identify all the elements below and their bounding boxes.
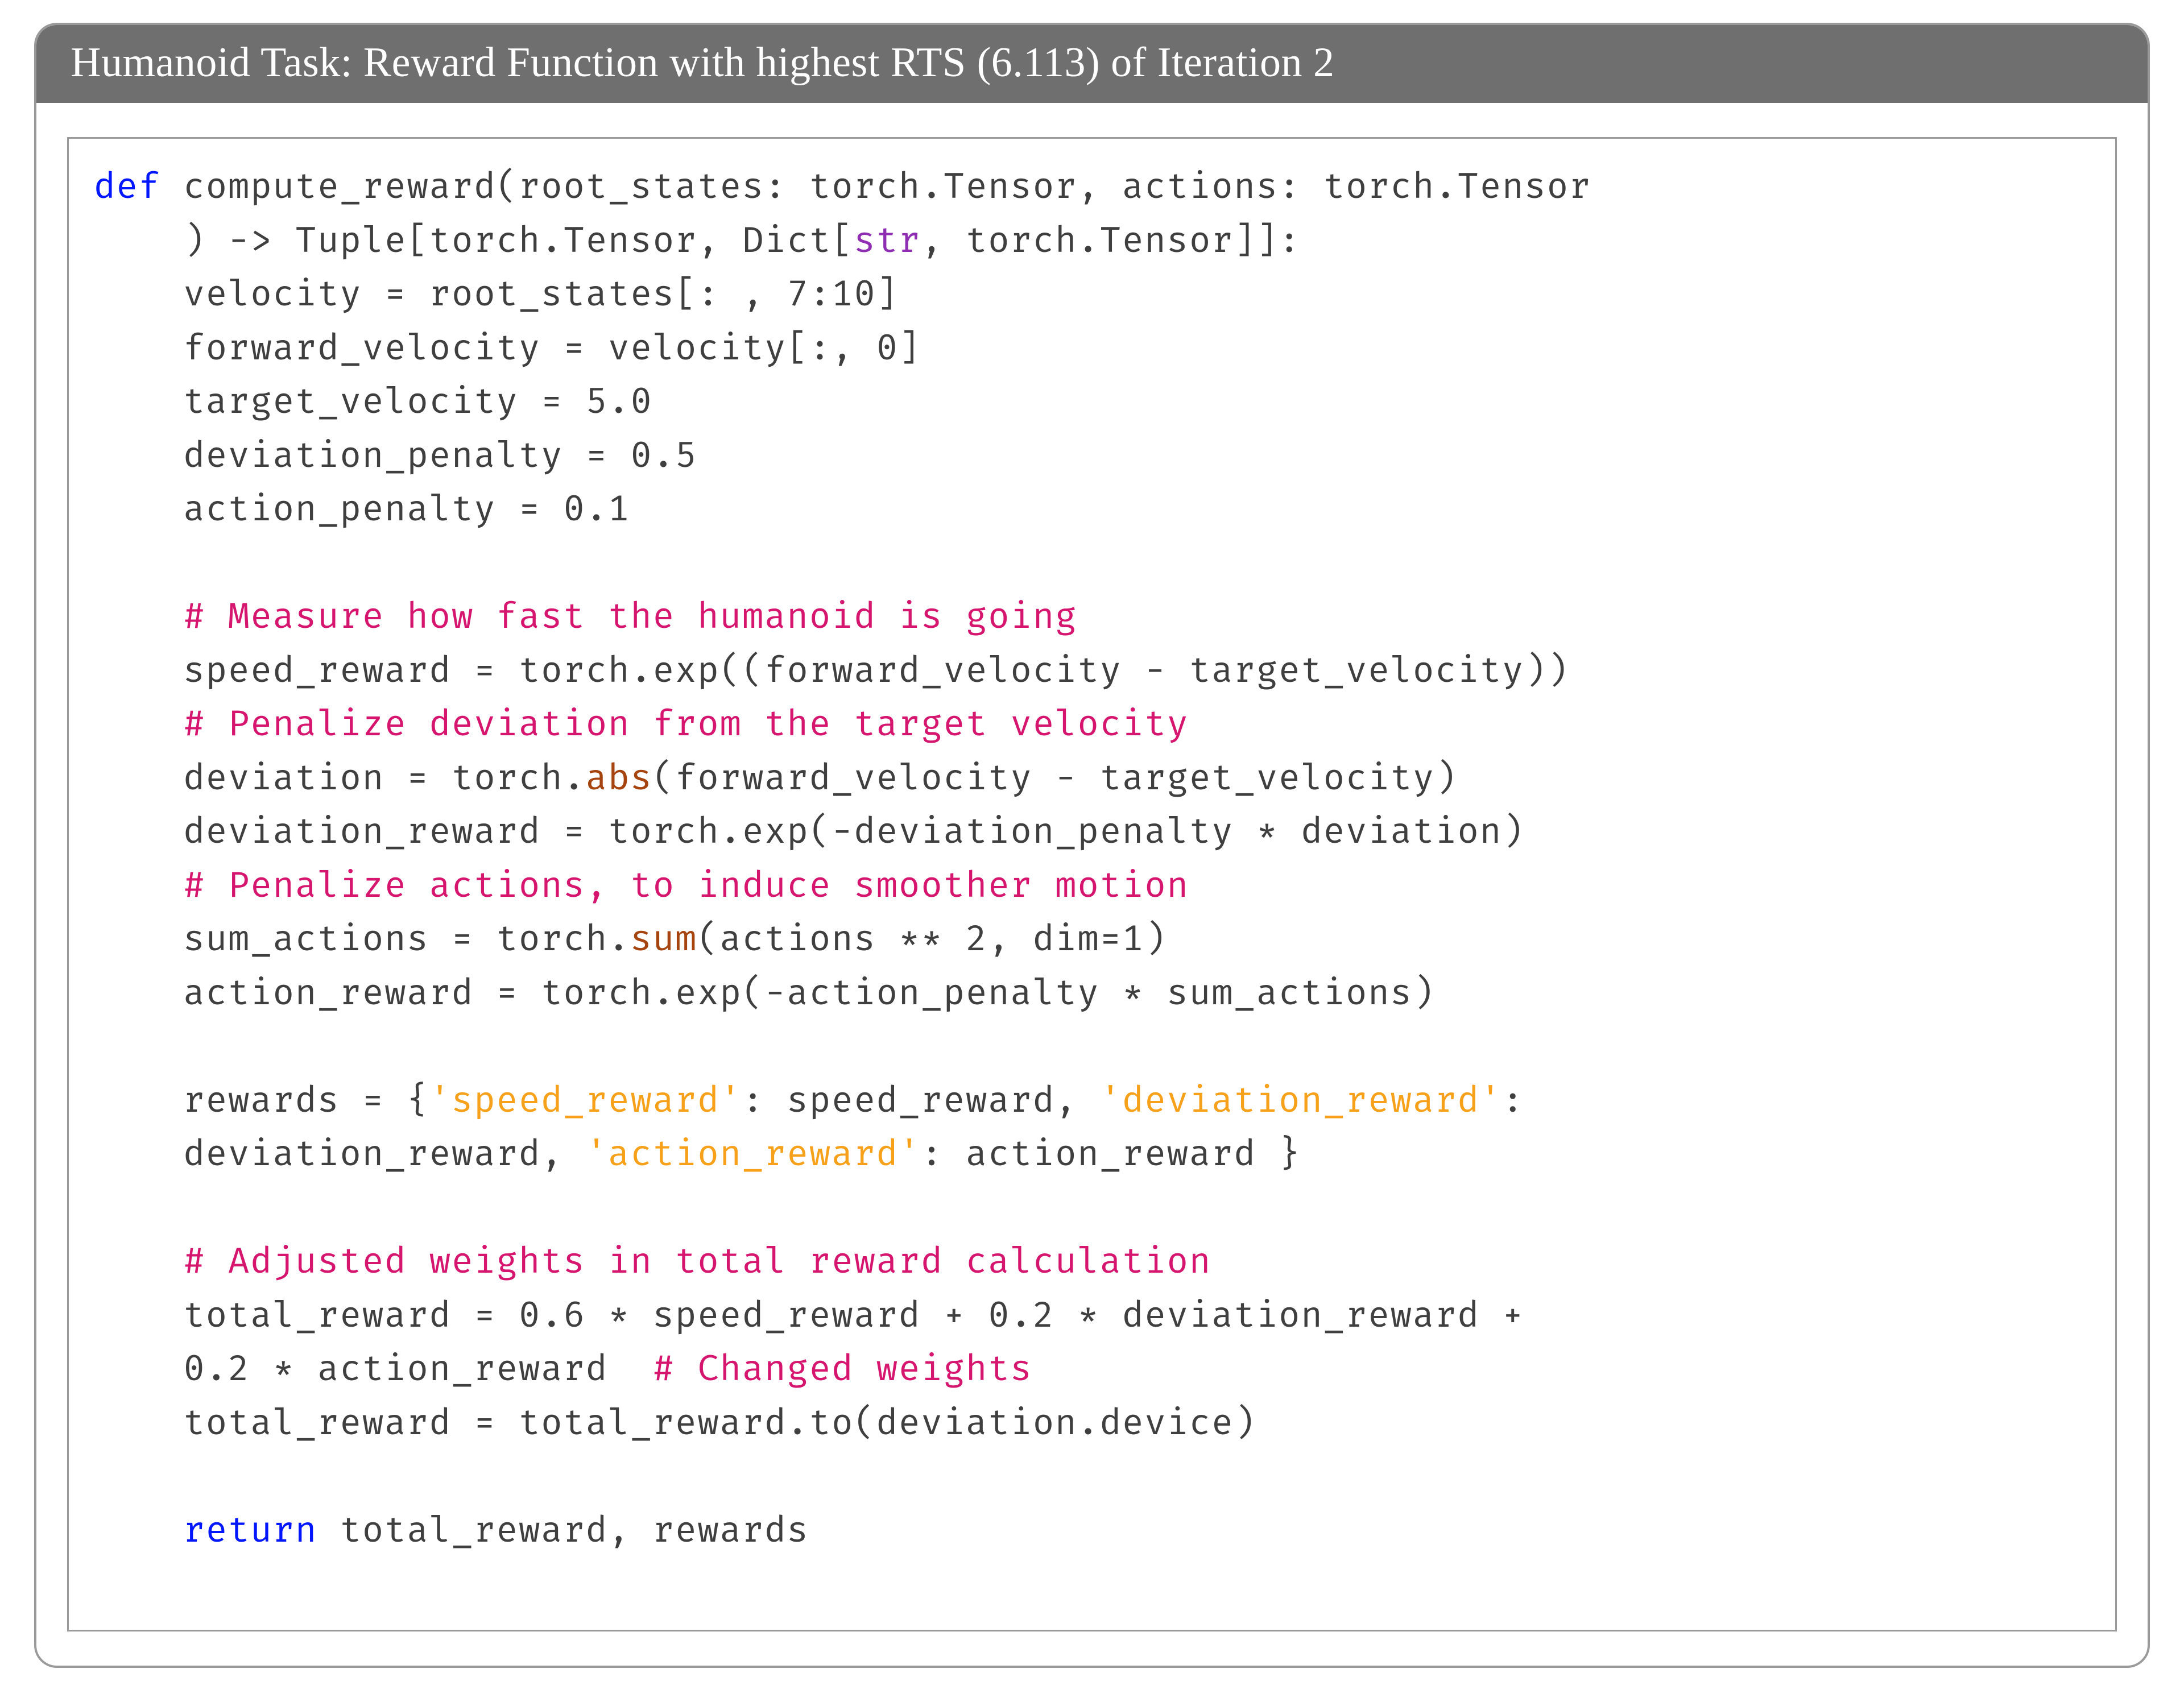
code-line: 0.2 * action_reward # Changed weights xyxy=(94,1341,2090,1395)
code-token: # Adjusted weights in total reward calcu… xyxy=(183,1239,1211,1282)
code-line: ) -> Tuple[torch.Tensor, Dict[str, torch… xyxy=(94,213,2090,267)
code-token: sum xyxy=(630,917,697,960)
code-token: total_reward = total_reward.to(deviation… xyxy=(94,1401,1256,1444)
code-line: total_reward = 0.6 * speed_reward + 0.2 … xyxy=(94,1288,2090,1342)
code-token: : speed_reward, xyxy=(742,1078,1100,1121)
code-line: # Measure how fast the humanoid is going xyxy=(94,589,2090,643)
code-token: compute_reward(root_states: torch.Tensor… xyxy=(161,164,1591,208)
code-line xyxy=(94,536,2090,590)
code-line: # Penalize deviation from the target vel… xyxy=(94,697,2090,751)
code-token: velocity = root_states[: , 7:10] xyxy=(94,272,899,315)
code-token xyxy=(94,1508,183,1551)
code-line: # Penalize actions, to induce smoother m… xyxy=(94,858,2090,912)
code-token: # Changed weights xyxy=(653,1347,1033,1390)
page-root: Humanoid Task: Reward Function with high… xyxy=(0,0,2184,1702)
code-token: total_reward = 0.6 * speed_reward + 0.2 … xyxy=(94,1293,1524,1336)
code-line: # Adjusted weights in total reward calcu… xyxy=(94,1234,2090,1288)
code-token: : action_reward } xyxy=(921,1132,1301,1175)
code-token: deviation = torch. xyxy=(94,756,586,799)
code-line: return total_reward, rewards xyxy=(94,1503,2090,1557)
code-token: deviation_reward, xyxy=(94,1132,586,1175)
code-line: action_penalty = 0.1 xyxy=(94,482,2090,536)
code-line: total_reward = total_reward.to(deviation… xyxy=(94,1395,2090,1450)
code-token: 'deviation_reward' xyxy=(1100,1078,1502,1121)
code-token: ) -> Tuple[torch.Tensor, Dict[ xyxy=(94,218,854,262)
code-token: 0.2 * action_reward xyxy=(94,1347,653,1390)
code-token: return xyxy=(183,1508,317,1551)
code-line: def compute_reward(root_states: torch.Te… xyxy=(94,159,2090,213)
code-token: 'action_reward' xyxy=(586,1132,921,1175)
code-token: sum_actions = torch. xyxy=(94,917,630,960)
code-token: target_velocity = 5.0 xyxy=(94,379,653,423)
code-token: forward_velocity = velocity[:, 0] xyxy=(94,326,921,369)
code-token xyxy=(94,702,183,745)
code-token: deviation_penalty = 0.5 xyxy=(94,433,697,477)
code-token: rewards = { xyxy=(94,1078,429,1121)
code-token: (actions ** 2, dim=1) xyxy=(697,917,1167,960)
code-token: deviation_reward = torch.exp(-deviation_… xyxy=(94,809,1524,852)
code-token: # Measure how fast the humanoid is going xyxy=(183,594,1077,637)
code-token: # Penalize actions, to induce smoother m… xyxy=(183,863,1189,906)
code-token: , torch.Tensor]]: xyxy=(921,218,1301,262)
code-line: deviation = torch.abs(forward_velocity -… xyxy=(94,751,2090,805)
code-line: deviation_reward = torch.exp(-deviation_… xyxy=(94,804,2090,858)
code-token: action_penalty = 0.1 xyxy=(94,487,630,530)
code-token xyxy=(94,863,183,906)
code-line: action_reward = torch.exp(-action_penalt… xyxy=(94,966,2090,1020)
code-token: def xyxy=(94,164,161,208)
card-panel: Humanoid Task: Reward Function with high… xyxy=(34,23,2150,1668)
code-line: sum_actions = torch.sum(actions ** 2, di… xyxy=(94,912,2090,966)
panel-body: def compute_reward(root_states: torch.Te… xyxy=(36,103,2148,1666)
code-token: 'speed_reward' xyxy=(429,1078,742,1121)
panel-title: Humanoid Task: Reward Function with high… xyxy=(36,25,2148,103)
code-line: velocity = root_states[: , 7:10] xyxy=(94,267,2090,321)
code-token: speed_reward = torch.exp((forward_veloci… xyxy=(94,648,1569,691)
code-line: forward_velocity = velocity[:, 0] xyxy=(94,321,2090,375)
code-line xyxy=(94,1449,2090,1503)
code-line: target_velocity = 5.0 xyxy=(94,374,2090,428)
code-token: # Penalize deviation from the target vel… xyxy=(183,702,1189,745)
code-line xyxy=(94,1181,2090,1235)
code-line: deviation_penalty = 0.5 xyxy=(94,428,2090,482)
code-token: (forward_velocity - target_velocity) xyxy=(653,756,1458,799)
code-line xyxy=(94,1019,2090,1073)
code-token: total_reward, rewards xyxy=(317,1508,809,1551)
code-line: speed_reward = torch.exp((forward_veloci… xyxy=(94,643,2090,697)
code-token xyxy=(94,594,183,637)
code-token xyxy=(94,1239,183,1282)
code-line: rewards = {'speed_reward': speed_reward,… xyxy=(94,1073,2090,1127)
code-token: abs xyxy=(586,756,653,799)
code-token: action_reward = torch.exp(-action_penalt… xyxy=(94,971,1435,1014)
code-line: deviation_reward, 'action_reward': actio… xyxy=(94,1127,2090,1181)
code-block: def compute_reward(root_states: torch.Te… xyxy=(67,137,2117,1631)
code-token: str xyxy=(854,218,921,262)
code-token: : xyxy=(1502,1078,1524,1121)
